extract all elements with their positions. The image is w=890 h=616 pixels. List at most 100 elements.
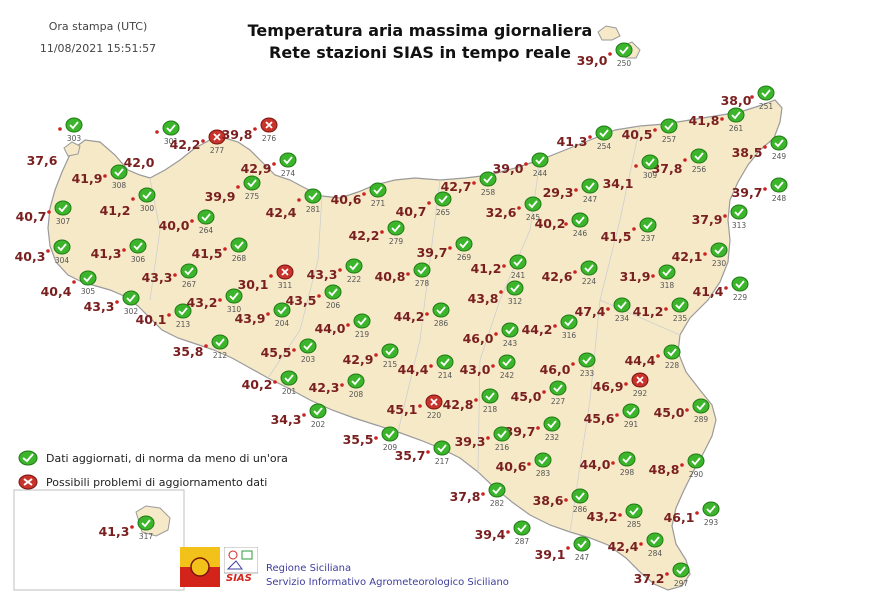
station-276[interactable]: 276 39,8 xyxy=(222,117,278,143)
station-203[interactable]: 203 45,5 xyxy=(261,338,317,364)
station-268[interactable]: 268 41,5 xyxy=(192,237,248,263)
station-213[interactable]: 213 40,1 xyxy=(136,303,192,329)
station-277[interactable]: 277 42,2 xyxy=(170,129,226,155)
station-305[interactable]: 305 40,4 xyxy=(41,270,97,299)
station-284[interactable]: 284 42,4 xyxy=(608,532,664,558)
ok-icon xyxy=(658,264,676,280)
station-317[interactable]: 317 41,3 xyxy=(99,515,155,541)
station-278[interactable]: 278 40,8 xyxy=(375,262,431,288)
station-254[interactable]: 254 41,3 xyxy=(557,125,613,151)
station-279[interactable]: 279 42,2 xyxy=(349,220,405,246)
station-292[interactable]: 292 46,9 xyxy=(593,372,649,398)
station-274[interactable]: 274 42,9 xyxy=(241,152,297,178)
station-275[interactable]: 275 39,9 xyxy=(205,175,261,204)
station-257[interactable]: 257 40,5 xyxy=(622,118,678,144)
station-247[interactable]: 247 29,3 xyxy=(543,178,599,204)
station-298[interactable]: 298 44,0 xyxy=(580,451,636,477)
station-dot xyxy=(236,185,240,189)
station-228[interactable]: 228 44,4 xyxy=(625,344,681,370)
station-304[interactable]: 304 40,3 xyxy=(15,239,71,265)
station-293[interactable]: 293 46,1 xyxy=(664,501,720,527)
station-313[interactable]: 313 37,9 xyxy=(692,204,748,230)
station-264[interactable]: 264 40,0 xyxy=(159,209,215,235)
station-202[interactable]: 202 34,3 xyxy=(271,403,327,429)
station-251[interactable]: 251 38,0 xyxy=(721,85,775,111)
station-243[interactable]: 243 46,0 xyxy=(463,322,519,348)
station-285[interactable]: 285 43,2 xyxy=(587,503,643,529)
station-245[interactable]: 245 32,6 xyxy=(486,196,542,222)
ok-icon xyxy=(534,452,552,468)
station-246[interactable]: 246 40,2 xyxy=(535,212,589,238)
station-234[interactable]: 234 47,4 xyxy=(575,297,631,323)
station-267[interactable]: 267 43,3 xyxy=(142,263,198,289)
station-286b[interactable]: 286 38,6 xyxy=(533,488,589,514)
station-dot xyxy=(204,344,208,348)
station-291[interactable]: 291 45,6 xyxy=(584,403,640,429)
station-316[interactable]: 316 44,2 xyxy=(522,314,578,340)
station-id: 264 xyxy=(199,226,214,235)
station-value: 39,0 xyxy=(493,161,524,176)
station-297[interactable]: 297 37,2 xyxy=(634,562,690,588)
station-209[interactable]: 209 35,5 xyxy=(343,426,399,452)
station-261[interactable]: 261 41,8 xyxy=(689,107,745,133)
station-208[interactable]: 208 42,3 xyxy=(309,373,365,399)
station-308[interactable]: 308 41,9 xyxy=(72,164,128,190)
station-204[interactable]: 204 43,9 xyxy=(235,302,291,328)
station-217[interactable]: 217 35,7 xyxy=(395,440,451,466)
station-306[interactable]: 306 41,3 xyxy=(91,238,147,264)
station-id: 268 xyxy=(232,254,247,263)
station-224[interactable]: 224 42,6 xyxy=(542,260,598,286)
station-219[interactable]: 219 44,0 xyxy=(315,313,371,339)
legend-ok: Dati aggiornati, di norma da meno di un'… xyxy=(18,450,288,466)
station-309[interactable]: 309 34,1 xyxy=(603,154,659,191)
station-229[interactable]: 229 41,4 xyxy=(693,276,749,302)
station-230[interactable]: 230 42,1 xyxy=(672,242,728,268)
station-256[interactable]: 256 37,8 xyxy=(652,148,708,176)
station-id: 254 xyxy=(597,142,612,151)
station-227[interactable]: 227 45,0 xyxy=(511,380,567,406)
station-220[interactable]: 220 45,1 xyxy=(387,394,443,420)
station-235[interactable]: 235 41,2 xyxy=(633,297,689,323)
station-300[interactable]: 300 41,2 xyxy=(100,187,156,218)
station-248[interactable]: 248 39,7 xyxy=(732,177,788,203)
station-286[interactable]: 286 44,2 xyxy=(394,302,450,328)
station-242[interactable]: 242 43,0 xyxy=(460,354,516,380)
station-290[interactable]: 290 48,8 xyxy=(649,453,705,479)
station-310[interactable]: 310 43,2 xyxy=(187,288,243,314)
station-214[interactable]: 214 44,4 xyxy=(398,354,454,380)
station-232[interactable]: 232 39,7 xyxy=(505,416,561,442)
station-215[interactable]: 215 42,9 xyxy=(343,343,399,369)
station-287[interactable]: 287 39,4 xyxy=(475,520,531,546)
station-307[interactable]: 307 40,7 xyxy=(16,200,72,226)
station-201[interactable]: 201 40,2 xyxy=(242,370,298,396)
station-281[interactable]: 281 42,4 xyxy=(266,188,322,220)
station-301[interactable]: 301 42,0 xyxy=(124,120,180,170)
station-233[interactable]: 233 46,0 xyxy=(540,352,596,378)
station-302[interactable]: 302 43,3 xyxy=(84,290,140,316)
station-241[interactable]: 241 41,2 xyxy=(471,254,527,280)
station-247b[interactable]: 247 39,1 xyxy=(535,536,591,562)
station-212[interactable]: 212 35,8 xyxy=(173,334,229,360)
ok-icon xyxy=(531,152,549,168)
station-318[interactable]: 318 31,9 xyxy=(620,264,676,290)
station-265[interactable]: 265 40,7 xyxy=(396,191,452,219)
station-289[interactable]: 289 45,0 xyxy=(654,398,710,424)
station-250[interactable]: 250 39,0 xyxy=(577,42,633,68)
station-id: 214 xyxy=(438,371,453,380)
station-206[interactable]: 206 43,5 xyxy=(286,284,342,310)
station-222[interactable]: 222 43,3 xyxy=(307,258,363,284)
station-216[interactable]: 216 39,3 xyxy=(455,426,511,452)
station-244[interactable]: 244 39,0 xyxy=(493,152,549,178)
station-269[interactable]: 269 39,7 xyxy=(417,236,473,262)
station-dot xyxy=(665,572,669,576)
station-237[interactable]: 237 41,5 xyxy=(601,217,657,244)
station-218[interactable]: 218 42,8 xyxy=(443,388,499,414)
station-258[interactable]: 258 42,7 xyxy=(441,171,497,197)
station-311[interactable]: 311 30,1 xyxy=(238,264,294,292)
station-283[interactable]: 283 40,6 xyxy=(496,452,552,478)
station-303[interactable]: 303 37,6 xyxy=(27,117,83,168)
station-271[interactable]: 271 40,6 xyxy=(331,182,387,208)
station-282[interactable]: 282 37,8 xyxy=(450,482,506,508)
station-249[interactable]: 249 38,5 xyxy=(732,135,788,161)
station-312[interactable]: 312 43,8 xyxy=(468,280,524,306)
